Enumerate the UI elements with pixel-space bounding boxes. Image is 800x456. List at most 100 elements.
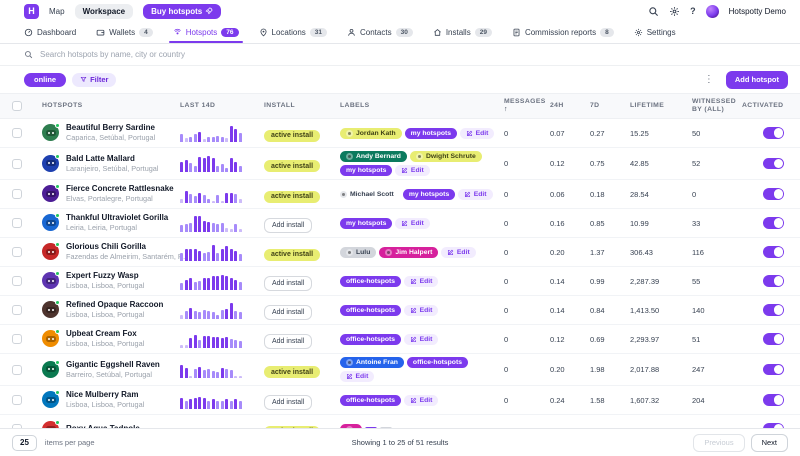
activated-toggle[interactable] xyxy=(763,246,784,258)
label-pill[interactable]: office-hotspots xyxy=(406,357,469,368)
add-install-button[interactable]: Add install xyxy=(264,333,313,349)
label-pill[interactable]: Antoine Fran xyxy=(340,357,404,368)
column-header-witnessed-by-all-[interactable]: WITNESSED BY (ALL) xyxy=(692,97,737,113)
nav-tab-installs[interactable]: Installs 29 xyxy=(433,22,492,43)
user-avatar[interactable] xyxy=(705,4,719,18)
column-header-24h[interactable]: 24H xyxy=(550,101,564,109)
search-input[interactable] xyxy=(40,50,776,59)
label-pill[interactable]: my hotspots xyxy=(340,165,393,176)
activated-toggle[interactable] xyxy=(763,363,784,376)
nav-tab-dashboard[interactable]: Dashboard xyxy=(24,22,76,43)
nav-tab-hotspots[interactable]: Hotspots 76 xyxy=(168,22,243,43)
hotspot-name[interactable]: Glorious Chili Gorilla xyxy=(66,242,147,252)
column-header-last-14d[interactable]: LAST 14D xyxy=(180,101,216,109)
label-pill[interactable]: Andy Bernard xyxy=(340,151,407,162)
activated-toggle[interactable] xyxy=(763,127,784,139)
column-header-messages[interactable]: MESSAGES ↑ xyxy=(504,97,546,113)
workspace-button[interactable]: Workspace xyxy=(74,3,134,19)
label-pill[interactable]: office-hotspots xyxy=(340,394,402,406)
hotspot-name[interactable]: Nice Mulberry Ram xyxy=(66,390,139,400)
map-link[interactable]: Map xyxy=(49,6,65,16)
hotspotty-logo[interactable]: H xyxy=(24,3,39,19)
label-pill[interactable]: Dwight Schrute xyxy=(409,151,482,162)
row-checkbox[interactable] xyxy=(12,189,22,199)
gear-icon[interactable] xyxy=(669,6,680,17)
edit-labels-link[interactable]: Edit xyxy=(441,246,476,258)
column-header-7d[interactable]: 7D xyxy=(590,101,600,109)
activated-toggle[interactable] xyxy=(763,304,784,316)
label-pill[interactable]: Jordan Kath xyxy=(340,127,402,139)
add-hotspot-button[interactable]: Add hotspot xyxy=(725,70,788,89)
hotspot-name[interactable]: Refined Opaque Raccoon xyxy=(66,300,164,310)
label-pill[interactable]: office-hotspots xyxy=(340,333,402,345)
label-pill[interactable]: my hotspots xyxy=(404,127,458,139)
per-page-select[interactable]: 25 xyxy=(12,434,37,451)
nav-tab-locations[interactable]: Locations 31 xyxy=(259,22,327,43)
nav-tab-commission-reports[interactable]: Commission reports 8 xyxy=(512,22,614,43)
row-checkbox[interactable] xyxy=(12,218,22,228)
select-all-checkbox[interactable] xyxy=(12,101,22,111)
label-pill[interactable]: Lulu xyxy=(340,246,377,258)
row-checkbox[interactable] xyxy=(12,364,22,375)
edit-labels-link[interactable]: Edit xyxy=(460,127,495,139)
add-install-button[interactable]: Add install xyxy=(264,275,313,291)
column-header-activated[interactable]: ACTIVATED xyxy=(742,101,784,109)
column-header-install[interactable]: INSTALL xyxy=(264,101,295,109)
hotspot-name[interactable]: Expert Fuzzy Wasp xyxy=(66,271,139,281)
previous-page-button[interactable]: Previous xyxy=(693,433,745,452)
label-pill[interactable]: office-hotspots xyxy=(340,304,402,316)
add-install-button[interactable]: Add install xyxy=(264,304,313,320)
nav-tab-settings[interactable]: Settings xyxy=(634,22,676,43)
edit-labels-link[interactable]: Edit xyxy=(458,188,493,200)
activated-toggle[interactable] xyxy=(763,275,784,287)
activated-toggle[interactable] xyxy=(763,333,784,345)
add-install-button[interactable]: Add install xyxy=(264,394,313,410)
nav-tab-contacts[interactable]: Contacts 30 xyxy=(347,22,413,43)
edit-labels-link[interactable]: Edit xyxy=(404,304,439,316)
more-options-icon[interactable]: ⋮ xyxy=(703,73,714,85)
edit-labels-link[interactable]: Edit xyxy=(340,371,375,382)
user-name[interactable]: Hotspotty Demo xyxy=(728,6,786,16)
edit-labels-link[interactable]: Edit xyxy=(395,217,430,229)
next-page-button[interactable]: Next xyxy=(750,433,788,452)
search-icon[interactable] xyxy=(648,6,659,17)
edit-labels-link[interactable]: Edit xyxy=(404,333,439,345)
row-checkbox[interactable] xyxy=(12,276,22,286)
buy-hotspots-button[interactable]: Buy hotspots xyxy=(143,3,222,19)
edit-labels-link[interactable]: Edit xyxy=(404,394,439,406)
hotspot-name[interactable]: Beautiful Berry Sardine xyxy=(66,123,155,133)
row-checkbox[interactable] xyxy=(12,305,22,315)
edit-labels-link[interactable]: Edit xyxy=(404,275,439,287)
row-checkbox[interactable] xyxy=(12,158,22,169)
edit-pencil-icon xyxy=(411,336,417,342)
help-icon[interactable]: ? xyxy=(690,6,696,16)
row-checkbox[interactable] xyxy=(12,395,22,405)
activated-toggle[interactable] xyxy=(763,157,784,170)
label-pill[interactable]: Jim Halpert xyxy=(379,246,439,258)
row-checkbox[interactable] xyxy=(12,128,22,138)
column-header-lifetime[interactable]: LIFETIME xyxy=(630,101,665,109)
filter-button[interactable]: Filter xyxy=(72,72,117,87)
activated-toggle[interactable] xyxy=(763,394,784,406)
wallet-icon xyxy=(96,29,105,36)
online-filter-chip[interactable]: online xyxy=(24,72,67,87)
activated-toggle[interactable] xyxy=(763,188,784,200)
hotspot-name[interactable]: Fierce Concrete Rattlesnake xyxy=(66,184,174,194)
row-checkbox[interactable] xyxy=(12,247,22,257)
hotspot-name[interactable]: Thankful Ultraviolet Gorilla xyxy=(66,213,169,223)
hotspot-name[interactable]: Upbeat Cream Fox xyxy=(66,329,137,339)
add-install-button[interactable]: Add install xyxy=(264,217,313,233)
nav-tab-label: Dashboard xyxy=(37,28,77,37)
row-checkbox[interactable] xyxy=(12,334,22,344)
edit-labels-link[interactable]: Edit xyxy=(395,165,430,176)
hotspot-name[interactable]: Bald Latte Mallard xyxy=(66,153,135,163)
column-header-labels[interactable]: LABELS xyxy=(340,101,370,109)
label-pill[interactable]: my hotspots xyxy=(340,217,393,229)
label-pill[interactable]: my hotspots xyxy=(402,188,456,200)
activated-toggle[interactable] xyxy=(763,217,784,229)
hotspot-name[interactable]: Gigantic Eggshell Raven xyxy=(66,359,160,369)
nav-tab-wallets[interactable]: Wallets 4 xyxy=(96,22,153,43)
column-header-hotspots[interactable]: HOTSPOTS xyxy=(42,101,83,109)
label-pill[interactable]: office-hotspots xyxy=(340,275,402,287)
label-pill[interactable]: Michael Scott xyxy=(340,189,400,200)
